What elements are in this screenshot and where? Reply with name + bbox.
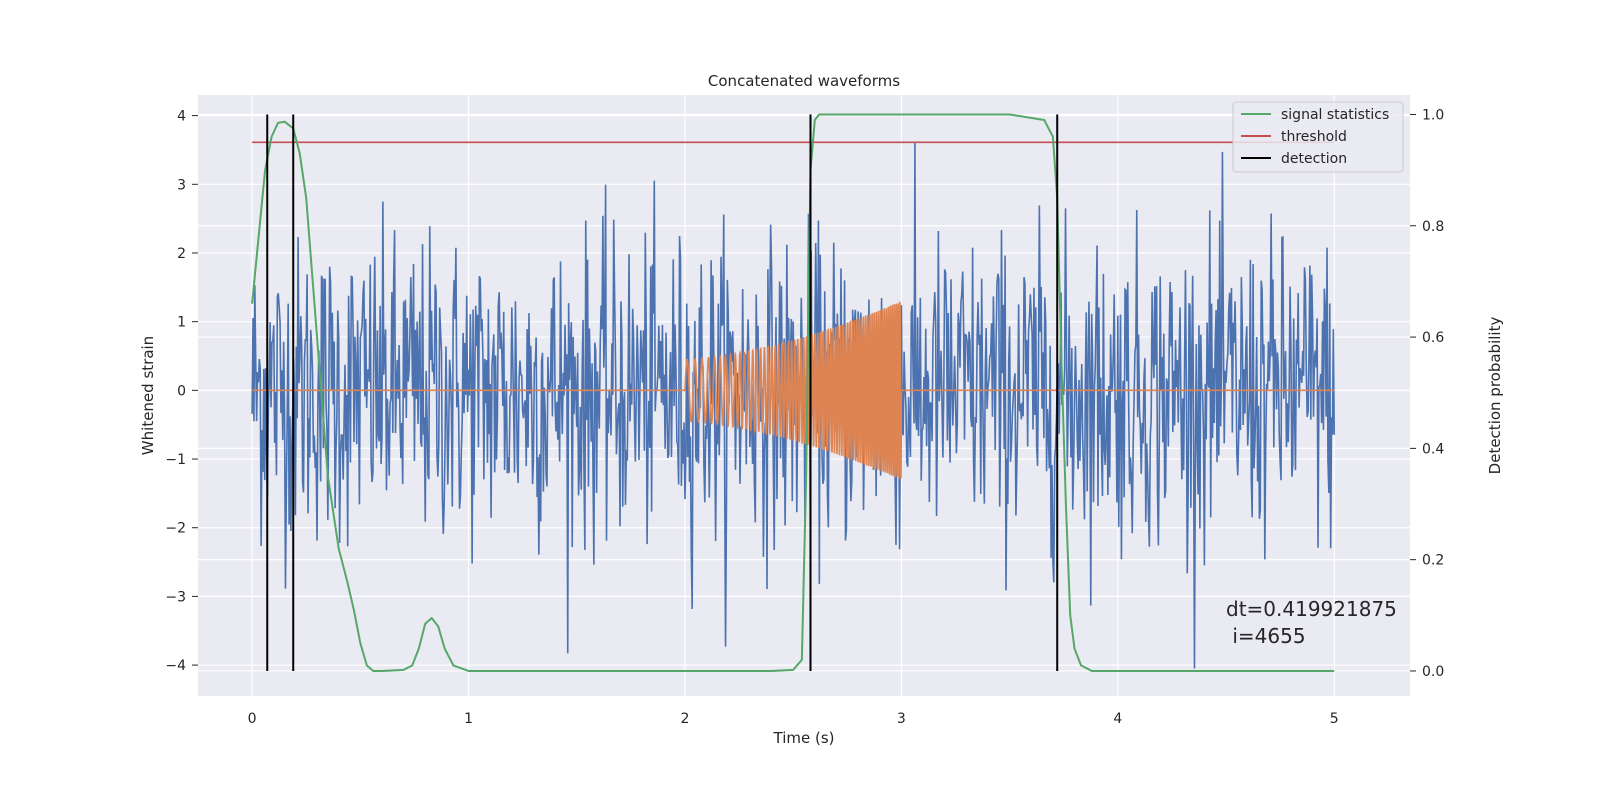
right-tick-label: 0.0: [1422, 664, 1444, 680]
legend-label: detection: [1281, 151, 1347, 167]
legend-box: [1232, 101, 1404, 173]
y-axis-ticks: −4 −3 −2 −1 0 1 2 3 4: [165, 109, 198, 674]
right-tick-label: 0.2: [1422, 553, 1444, 569]
y-tick-label: −2: [165, 521, 186, 537]
right-axis-ticks: 0.0 0.2 0.4 0.6 0.8 1.0: [1410, 107, 1444, 680]
y-tick-label: −3: [165, 589, 186, 605]
legend: signal statistics threshold detection: [1232, 101, 1404, 173]
right-axis-label: Detection probability: [1486, 317, 1504, 475]
right-tick-label: 1.0: [1422, 107, 1444, 123]
y-tick-label: −1: [165, 452, 186, 468]
annotation-dt: dt=0.419921875: [1226, 597, 1397, 621]
signal-statistics-line: [251, 113, 1335, 672]
x-tick-label: 3: [897, 711, 906, 727]
y-tick-label: 1: [177, 315, 186, 331]
legend-label: threshold: [1281, 129, 1347, 145]
x-tick-label: 2: [681, 711, 690, 727]
legend-label: signal statistics: [1281, 107, 1389, 123]
chirp-trace: [252, 301, 1335, 479]
right-tick-label: 0.4: [1422, 441, 1444, 457]
noise-trace: [251, 142, 1336, 669]
series-whitened-strain: [251, 142, 1336, 669]
series-detection: [266, 114, 1059, 671]
x-axis-ticks: 0 1 2 3 4 5: [248, 711, 1339, 727]
series-injected-waveform: [252, 301, 1335, 479]
chart-title: Concatenated waveforms: [708, 72, 900, 90]
y-tick-label: 3: [177, 177, 186, 193]
right-tick-label: 0.6: [1422, 330, 1444, 346]
y-tick-label: 2: [177, 246, 186, 262]
series-signal-statistics: [251, 113, 1335, 672]
annotation-index: i=4655: [1226, 624, 1306, 648]
x-axis-label: Time (s): [773, 729, 835, 747]
y-axis-label: Whitened strain: [139, 336, 157, 455]
right-tick-label: 0.8: [1422, 219, 1444, 235]
x-tick-label: 1: [464, 711, 473, 727]
x-tick-label: 5: [1330, 711, 1339, 727]
x-tick-label: 4: [1113, 711, 1122, 727]
x-tick-label: 0: [248, 711, 257, 727]
y-tick-label: 0: [177, 383, 186, 399]
y-tick-label: −4: [165, 658, 186, 674]
y-tick-label: 4: [177, 109, 186, 125]
